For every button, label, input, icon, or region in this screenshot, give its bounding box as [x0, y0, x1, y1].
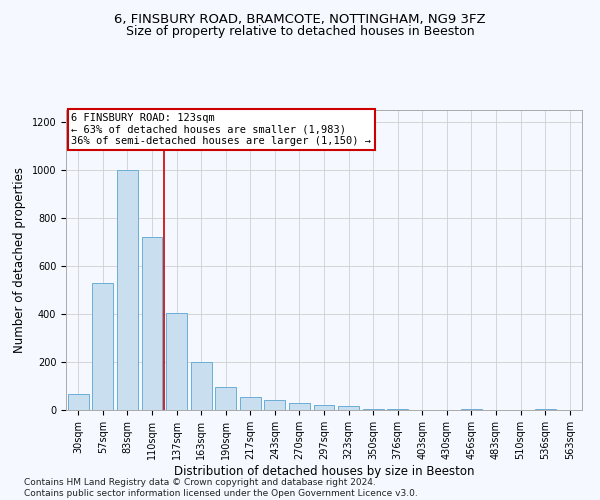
- Bar: [265, 400, 286, 410]
- Text: 6, FINSBURY ROAD, BRAMCOTE, NOTTINGHAM, NG9 3FZ: 6, FINSBURY ROAD, BRAMCOTE, NOTTINGHAM, …: [114, 12, 486, 26]
- Bar: [362, 409, 383, 410]
- Bar: [142, 237, 163, 410]
- Bar: [240, 397, 261, 410]
- Bar: [461, 409, 482, 410]
- Bar: [68, 394, 89, 410]
- Bar: [215, 387, 236, 410]
- Bar: [289, 403, 310, 410]
- X-axis label: Distribution of detached houses by size in Beeston: Distribution of detached houses by size …: [174, 464, 474, 477]
- Y-axis label: Number of detached properties: Number of detached properties: [13, 167, 26, 353]
- Bar: [191, 362, 212, 410]
- Bar: [314, 405, 334, 410]
- Bar: [92, 283, 113, 410]
- Bar: [535, 409, 556, 410]
- Text: Contains HM Land Registry data © Crown copyright and database right 2024.
Contai: Contains HM Land Registry data © Crown c…: [24, 478, 418, 498]
- Bar: [338, 406, 359, 410]
- Bar: [117, 170, 138, 410]
- Text: 6 FINSBURY ROAD: 123sqm
← 63% of detached houses are smaller (1,983)
36% of semi: 6 FINSBURY ROAD: 123sqm ← 63% of detache…: [71, 113, 371, 146]
- Text: Size of property relative to detached houses in Beeston: Size of property relative to detached ho…: [125, 25, 475, 38]
- Bar: [387, 409, 408, 410]
- Bar: [166, 313, 187, 410]
